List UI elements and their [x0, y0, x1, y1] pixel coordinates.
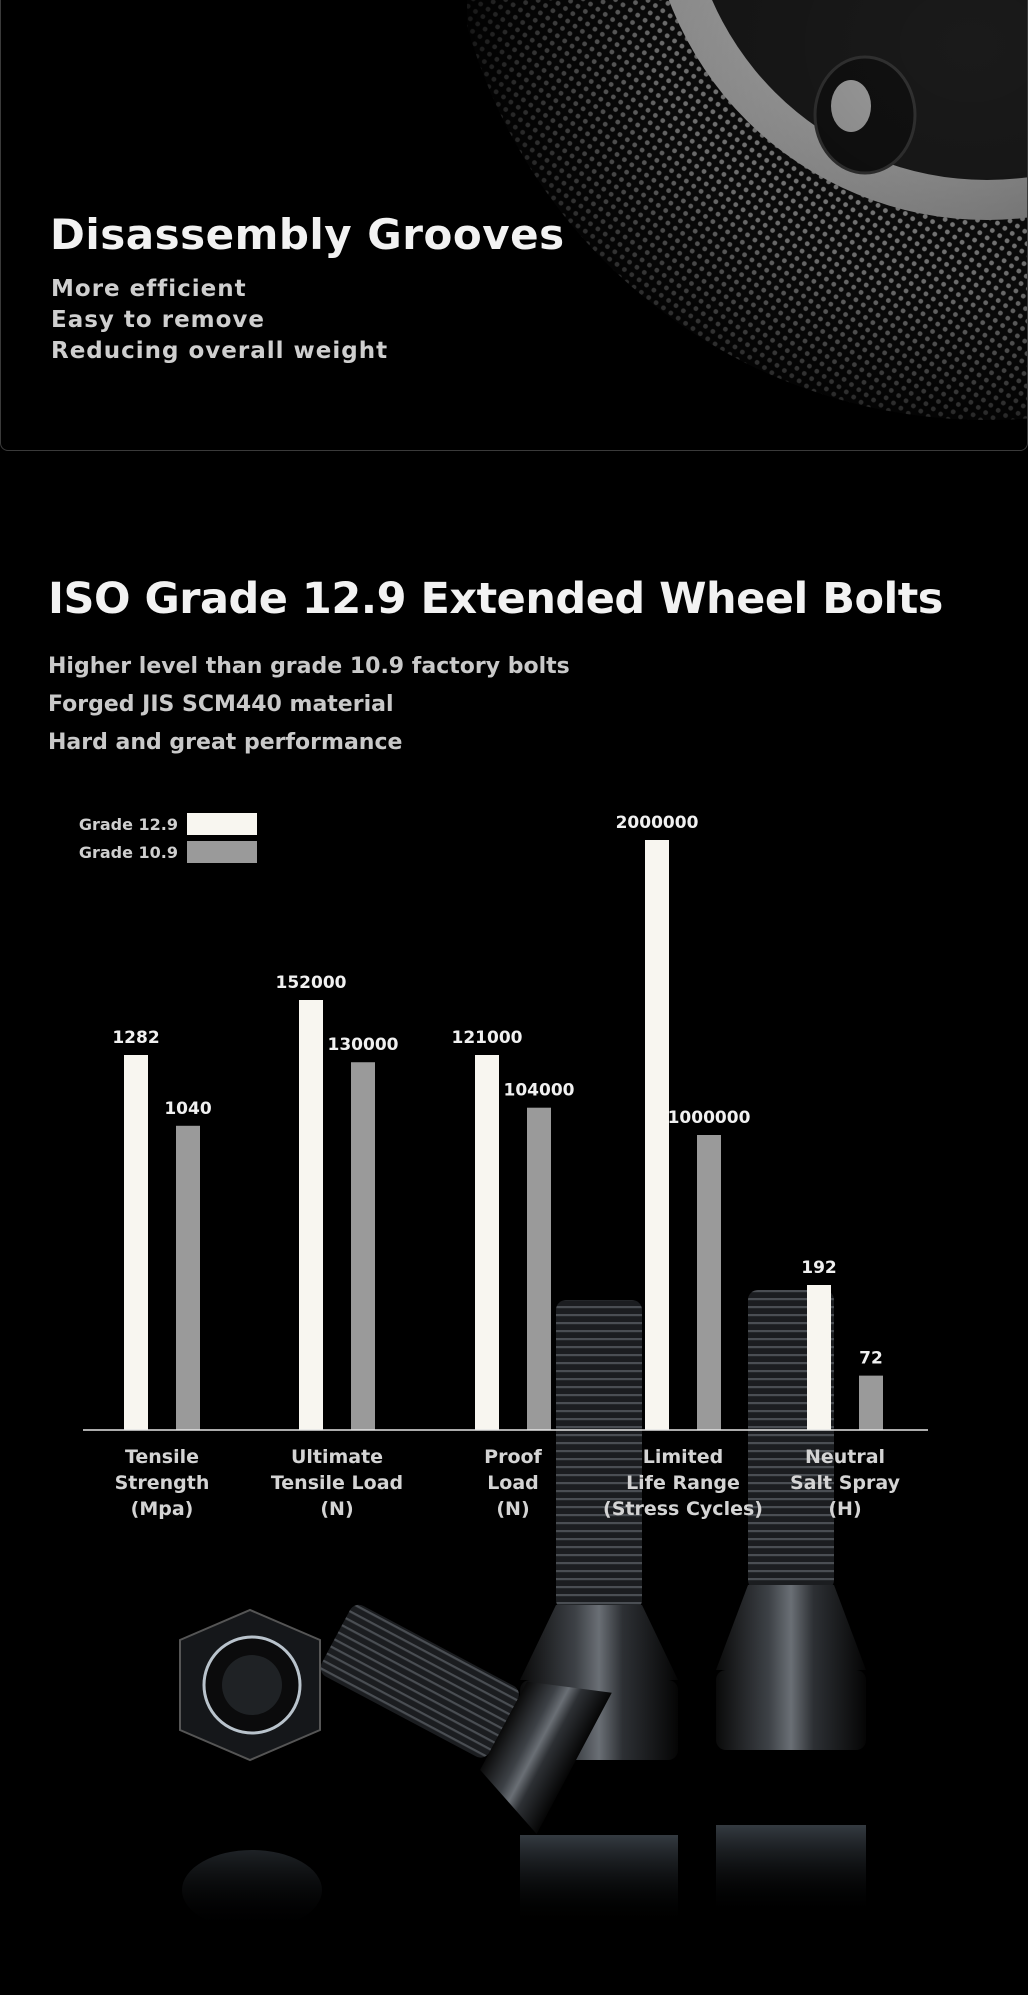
bar-value-label: 130000: [328, 1035, 399, 1055]
category-label: Neutral: [805, 1446, 885, 1468]
legend-label: Grade 12.9: [79, 815, 178, 834]
bar-value-label: 104000: [504, 1081, 575, 1101]
bar-grade-12-9: [645, 840, 669, 1430]
grade-comparison-chart: Grade 12.9 Grade 10.9 1282 1040 152000 13000…: [79, 813, 928, 1520]
bar-value-label: 1282: [112, 1028, 159, 1048]
x-axis-categories: Tensile Strength (Mpa) Ultimate Tensile Load…: [115, 1446, 901, 1520]
panel-feature: Reducing overall weight: [51, 338, 389, 364]
iso-feature: Forged JIS SCM440 material: [48, 692, 394, 717]
category-label: (N): [496, 1498, 529, 1520]
category-label: Tensile: [125, 1446, 199, 1468]
disassembly-grooves-panel: Disassembly Grooves More efficient Easy …: [0, 0, 1028, 451]
bar-grade-10-9: [527, 1107, 551, 1430]
bar-value-label: 72: [859, 1349, 883, 1369]
category-label: Load: [487, 1472, 539, 1494]
bar-value-label: 192: [801, 1258, 837, 1278]
iso-feature: Hard and great performance: [48, 730, 403, 755]
category-label: Strength: [115, 1472, 210, 1494]
bar-grade-12-9: [124, 1055, 148, 1430]
category-label: (Stress Cycles): [603, 1498, 763, 1520]
bar-grade-10-9: [351, 1062, 375, 1430]
bar-value-label: 2000000: [616, 813, 699, 833]
bar-value-label: 1040: [164, 1099, 211, 1119]
category-label: Ultimate: [291, 1446, 383, 1468]
bar-grade-12-9: [807, 1285, 831, 1430]
category-label: Proof: [484, 1446, 542, 1468]
legend-swatch: [187, 813, 257, 835]
category-label: (H): [828, 1498, 861, 1520]
iso-title: ISO Grade 12.9 Extended Wheel Bolts: [48, 574, 943, 624]
chart-marks: 1282 1040 152000 130000 121000 104000 2000000 1…: [112, 813, 883, 1430]
bar-grade-12-9: [299, 1000, 323, 1430]
panel-feature-list: More efficient Easy to remove Reducing o…: [51, 274, 388, 367]
iso-feature-list: Higher level than grade 10.9 factory bol…: [48, 648, 570, 762]
legend-swatch: [187, 841, 257, 863]
bar-value-label: 1000000: [668, 1108, 751, 1128]
panel-title: Disassembly Grooves: [50, 210, 565, 259]
category-label: Limited: [643, 1446, 724, 1468]
wheel-spacer-image: [467, 0, 1027, 450]
bar-grade-12-9: [475, 1055, 499, 1430]
bar-grade-10-9: [697, 1135, 721, 1430]
bar-value-label: 152000: [276, 973, 347, 993]
bar-grade-10-9: [859, 1375, 883, 1430]
legend-label: Grade 10.9: [79, 843, 178, 862]
chart-legend: Grade 12.9 Grade 10.9: [79, 813, 257, 863]
iso-feature: Higher level than grade 10.9 factory bol…: [48, 654, 570, 679]
category-label: Life Range: [626, 1472, 740, 1494]
panel-feature: Easy to remove: [51, 307, 266, 333]
category-label: (Mpa): [131, 1498, 194, 1520]
bar-value-label: 121000: [452, 1028, 523, 1048]
bar-grade-10-9: [176, 1125, 200, 1430]
category-label: Tensile Load: [271, 1472, 403, 1494]
panel-feature: More efficient: [51, 276, 247, 302]
category-label: Salt Spray: [790, 1472, 901, 1494]
category-label: (N): [320, 1498, 353, 1520]
